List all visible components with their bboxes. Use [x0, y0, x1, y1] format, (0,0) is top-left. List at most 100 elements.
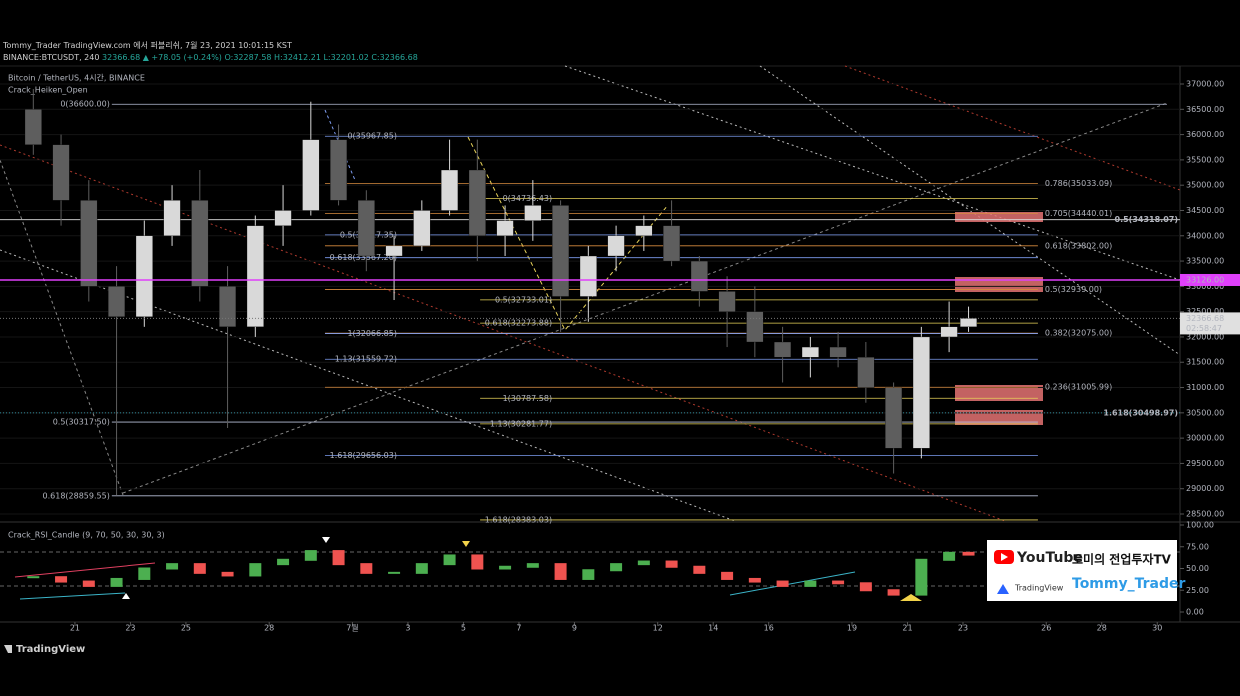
x-tick-label: 12: [653, 624, 663, 633]
symbol: BINANCE:BTCUSDT, 240: [3, 53, 100, 62]
fib-label: 0.5(32939.00): [1045, 285, 1102, 294]
rsi-candle: [915, 558, 928, 596]
fib-label: 0.382(32075.00): [1045, 329, 1112, 338]
signal: [900, 594, 922, 601]
fib-label: 0(35967.85): [347, 132, 397, 141]
rsi-candle: [499, 565, 512, 570]
rsi-candle: [693, 565, 706, 574]
candle-body: [829, 346, 847, 358]
candle-body: [441, 169, 459, 211]
x-tick-label: 9: [572, 624, 577, 633]
x-tick-label: 26: [1041, 624, 1051, 633]
candle-body: [24, 109, 42, 145]
rsi-candle: [665, 560, 678, 568]
channel-name: 토미의 전업투자TV: [1072, 552, 1172, 567]
signal: [462, 541, 470, 547]
x-tick-label: 7월: [346, 623, 358, 633]
rsi-candle: [388, 571, 401, 574]
symbol-line: BINANCE:BTCUSDT, 240 32366.68 ▲ +78.05 (…: [3, 53, 418, 62]
rsi-candle: [804, 580, 817, 587]
rsi-candle: [887, 589, 900, 596]
fib-label: 1.13(31559.72): [335, 355, 397, 364]
y-tick-label: 28500.00: [1186, 510, 1224, 519]
fib-label: 0.618(28859.55): [43, 491, 110, 500]
fib-label: 0(34736.43): [503, 194, 553, 203]
trend-line: [122, 102, 1168, 494]
ohlc: O:32287.58 H:32412.21 L:32201.02 C:32366…: [224, 53, 418, 62]
logo: YouTube 토미의 전업투자TV TradingView Tommy_Tra…: [987, 540, 1185, 601]
y-tick-label: 34000.00: [1186, 231, 1224, 240]
fib-label: 1.13(30281.77): [490, 419, 552, 428]
logo-box: [987, 540, 1177, 601]
candle-body: [135, 235, 153, 317]
rsi-candle: [193, 563, 206, 574]
candle-body: [912, 336, 930, 449]
price-tag-label: 33126.00: [1186, 275, 1224, 284]
y-tick-label: 0.00: [1186, 608, 1204, 617]
y-tick-label: 30500.00: [1186, 408, 1224, 417]
x-tick-label: 23: [125, 624, 135, 633]
candle-body: [746, 311, 764, 343]
x-tick-label: 19: [847, 624, 857, 633]
signal: [122, 593, 130, 599]
tv-icon: [997, 584, 1009, 594]
y-tick-label: 50.00: [1186, 564, 1209, 573]
candle-body: [940, 326, 958, 338]
rsi-candle: [27, 576, 40, 579]
candle-body: [635, 225, 653, 236]
rsi-candle: [554, 563, 567, 580]
candle-body: [246, 225, 264, 327]
rsi-candle: [166, 563, 179, 570]
price-tag: [1180, 273, 1240, 286]
trend-line: [844, 65, 1181, 191]
candle-body: [774, 341, 792, 358]
candle-body: [163, 200, 181, 236]
y-tick-label: 100.00: [1186, 521, 1214, 530]
rsi-candle: [471, 554, 484, 570]
candle-body: [413, 210, 431, 247]
author-name: Tommy_Trader: [1072, 576, 1185, 592]
youtube-play: [1001, 553, 1008, 561]
rsi-candle: [221, 571, 234, 577]
x-tick-label: 23: [958, 624, 968, 633]
publisher: Tommy_Trader TradingView.com 에서 퍼블리쉬, 7월…: [3, 41, 292, 50]
fib-label: 1(32066.85): [347, 329, 397, 338]
candle-body: [885, 387, 903, 449]
x-tick-label: 16: [764, 624, 774, 633]
candle-body: [302, 139, 320, 211]
rsi-candle: [962, 551, 975, 556]
rsi-candle: [82, 580, 95, 587]
y-tick-label: 30000.00: [1186, 434, 1224, 443]
fib-label: 0.5(32733.01): [495, 295, 552, 304]
zigzag: [467, 136, 669, 331]
candle-body: [357, 200, 375, 257]
fib-label: 0.5(34318.07): [1115, 215, 1179, 224]
fib-label: 1(30787.58): [503, 394, 553, 403]
y-tick-label: 29500.00: [1186, 459, 1224, 468]
fib-label: 1.618(28383.03): [485, 515, 552, 524]
y-tick-label: 36500.00: [1186, 105, 1224, 114]
trend-line: [564, 65, 1181, 281]
candle-body: [552, 205, 570, 297]
fib-label: 0.5(30317.50): [53, 418, 110, 427]
rsi-title: Crack_RSI_Candle (9, 70, 50, 30, 30, 3): [8, 531, 165, 540]
candle-body: [801, 346, 819, 358]
candle-body: [718, 291, 736, 312]
rsi-candle: [637, 560, 650, 566]
rsi-candle: [526, 563, 539, 568]
indicator-name: Crack_Heiken_Open: [8, 86, 88, 95]
y-tick-label: 32000.00: [1186, 332, 1224, 341]
x-tick-label: 28: [1097, 624, 1107, 633]
x-tick-label: 5: [461, 624, 466, 633]
rsi-candle: [443, 554, 456, 566]
x-tick-label: 28: [264, 624, 274, 633]
fib-label: 0(36600.00): [60, 100, 110, 109]
y-tick-label: 37000.00: [1186, 80, 1224, 89]
rsi-candle: [748, 577, 761, 583]
y-tick-label: 31000.00: [1186, 383, 1224, 392]
zone: [955, 385, 1043, 401]
rsi-trend: [729, 571, 856, 596]
rsi-trend: [14, 562, 156, 578]
